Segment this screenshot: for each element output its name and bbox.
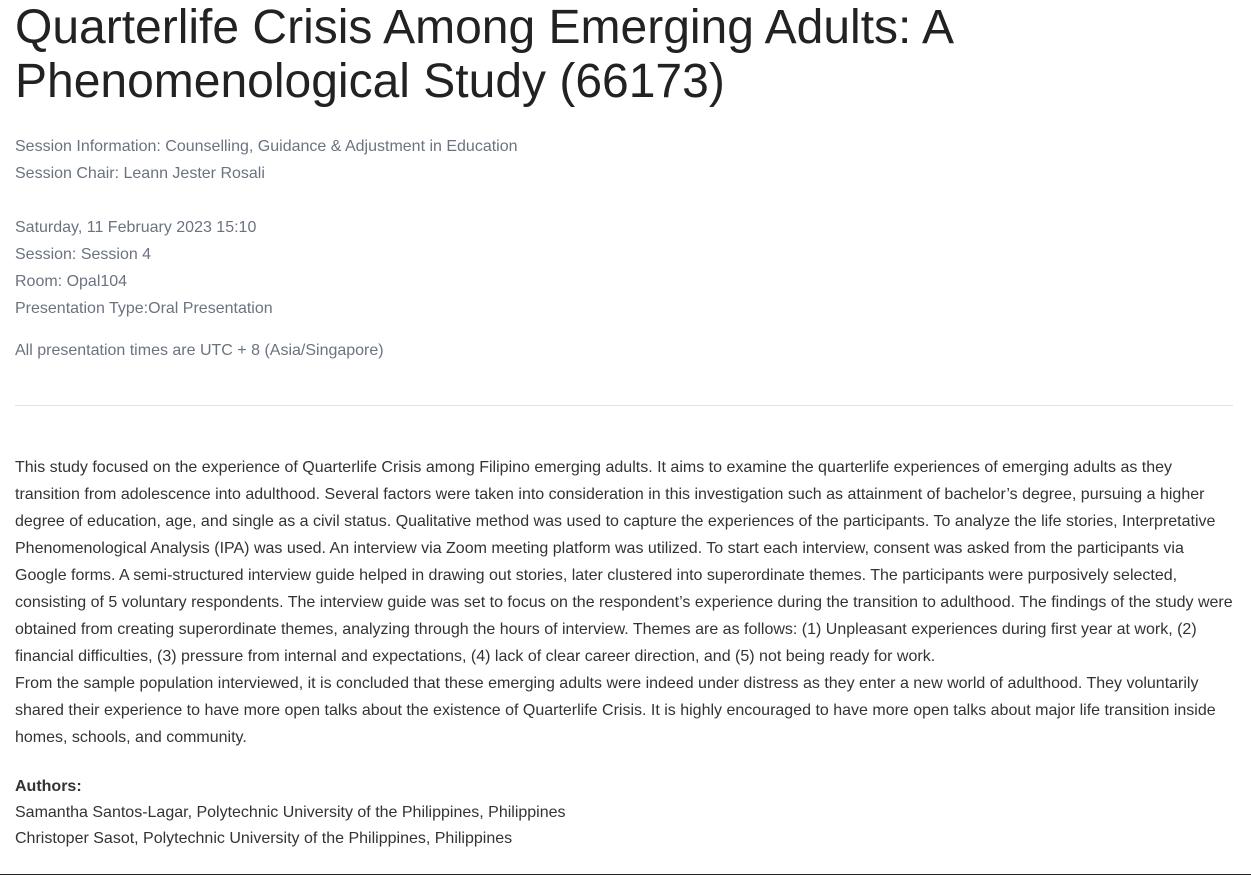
session-name: Session: Session 4 <box>15 246 152 263</box>
page-title: Quarterlife Crisis Among Emerging Adults… <box>15 1 952 108</box>
author-item: Samantha Santos-Lagar, Polytechnic Unive… <box>15 804 566 821</box>
session-chair: Session Chair: Leann Jester Rosali <box>15 165 265 182</box>
abstract: This study focused on the experience of … <box>15 454 1233 751</box>
session-room: Room: Opal104 <box>15 273 128 290</box>
session-datetime: Saturday, 11 February 2023 15:10 <box>15 219 257 236</box>
session-meta: Session Information: Counselling, Guidan… <box>15 133 1233 322</box>
schedule-block: Saturday, 11 February 2023 15:10 Session… <box>15 214 1233 322</box>
session-info-block: Session Information: Counselling, Guidan… <box>15 133 1233 187</box>
session-information: Session Information: Counselling, Guidan… <box>15 138 518 155</box>
section-divider <box>15 405 1233 406</box>
abstract-paragraph: This study focused on the experience of … <box>15 459 1233 665</box>
authors-heading: Authors: <box>15 778 82 795</box>
timezone-note: All presentation times are UTC + 8 (Asia… <box>15 342 384 359</box>
presentation-type: Presentation Type:Oral Presentation <box>15 300 273 317</box>
abstract-paragraph: From the sample population interviewed, … <box>15 675 1216 746</box>
author-item: Christoper Sasot, Polytechnic University… <box>15 830 513 847</box>
authors-section: Authors: Samantha Santos-Lagar, Polytech… <box>15 774 1233 852</box>
